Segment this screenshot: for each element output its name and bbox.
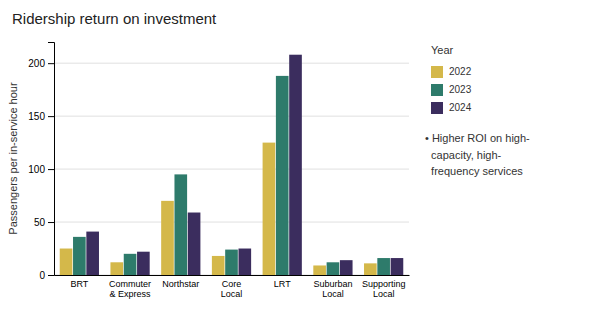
x-tick: SupportingLocal [362,279,406,299]
y-tick-label: 200 [28,58,45,69]
bar [161,201,174,275]
grid-line [54,222,409,223]
y-tick-mark [48,275,54,276]
x-tick-label: Northstar [162,279,199,289]
bar [225,250,238,275]
x-tick-label: SuburbanLocal [313,279,352,299]
y-tick-label: 50 [34,217,46,228]
bar-series [86,55,403,275]
plot: 0 50 100 150 200 BRT Commuter& Express Northsta… [28,43,409,300]
legend-label: 2024 [449,102,472,113]
bar [327,262,340,275]
x-tick: Northstar [162,279,199,289]
bar [73,237,86,275]
bar [340,260,353,275]
bar-series [60,143,377,275]
x-tick-label: LRT [274,279,291,289]
y-tick-mark [48,63,54,64]
bar [263,143,276,275]
bar [212,256,225,275]
bar [276,76,289,275]
x-axis: BRT Commuter& Express Northstar CoreLocal LR… [55,276,410,300]
y-tick-label: 0 [39,270,45,281]
legend-swatch [431,84,443,96]
y-tick-mark [48,116,54,117]
y-tick-mark [48,169,54,170]
bar [391,258,404,275]
bar [124,254,137,275]
y-tick-label: 150 [28,111,45,122]
legend: Year 2022 2023 2024 [431,44,472,114]
grid-line [54,63,409,64]
bar [238,249,251,275]
x-tick: LRT [274,279,291,289]
y-axis-line [48,43,55,276]
legend-label: 2022 [449,66,472,77]
title: Ridership return on investment [12,10,217,27]
bar [377,258,390,275]
x-tick-label: Commuter& Express [109,279,151,299]
grid-line [54,169,409,170]
grid-line [54,116,409,117]
annotation: • Higher ROI on high- capacity, high- fr… [425,132,530,177]
x-tick: SuburbanLocal [313,279,352,299]
legend-label: 2023 [449,84,472,95]
grid [54,63,409,275]
bar [188,213,201,275]
bar [137,252,150,275]
x-tick-label: BRT [70,279,88,289]
bar [174,174,187,275]
y-tick: 200 [28,58,54,69]
x-tick-label: SupportingLocal [362,279,406,299]
bar [313,265,326,275]
y-tick-mark [48,222,54,223]
x-tick: Commuter& Express [109,279,151,299]
bar [60,249,73,275]
bar [364,263,377,275]
y-tick: 0 [39,270,54,281]
bar [86,232,99,275]
x-tick: CoreLocal [221,279,243,299]
y-axis: 0 50 100 150 200 [28,43,54,281]
legend-swatch [431,102,443,114]
legend-swatch [431,66,443,78]
legend-title: Year [431,44,454,56]
bar [110,262,123,275]
bar [289,55,302,275]
y-tick: 50 [34,217,54,228]
x-tick-label: CoreLocal [221,279,243,299]
y-tick: 100 [28,164,54,175]
x-axis-line [55,275,410,276]
y-axis-title: Passengers per in-service hour [7,82,19,235]
y-tick: 150 [28,111,54,122]
y-tick-label: 100 [28,164,45,175]
bars [60,55,404,275]
chart: Ridership return on investment 0 50 100 150 2… [0,0,599,311]
x-tick: BRT [70,279,88,289]
bar-series [73,76,390,275]
